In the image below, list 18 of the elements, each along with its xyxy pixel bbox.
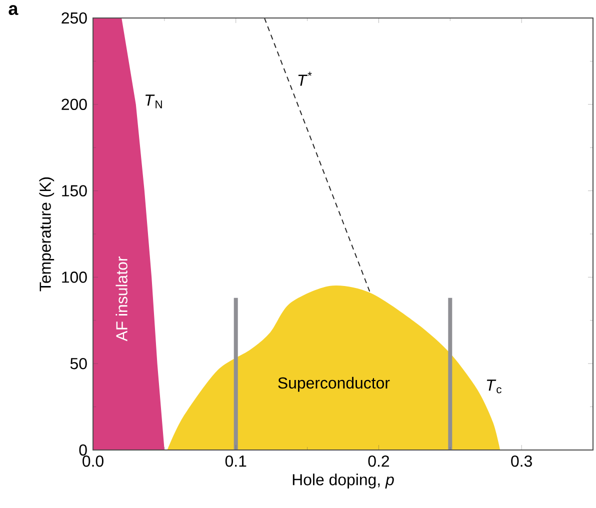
- annotation: AF insulator: [116, 256, 128, 342]
- y-tick-label: 250: [62, 12, 87, 24]
- text: a: [8, 5, 18, 16]
- x-tick-label: 0.3: [511, 456, 532, 467]
- annotation: T$^{*}$: [298, 72, 312, 86]
- y-tick-label: 150: [62, 185, 87, 196]
- y-tick-label: 0: [79, 444, 87, 456]
- annotation: T$_{N}$: [146, 94, 162, 108]
- x-axis-title: Hole doping, p: [292, 474, 394, 488]
- x-tick-label: 0.2: [368, 456, 389, 467]
- y-tick-label: 100: [62, 272, 87, 283]
- x-tick-label: 0.0: [82, 456, 104, 467]
- y-tick-label: 50: [70, 358, 87, 370]
- annotation: Superconductor: [278, 376, 390, 392]
- x-tick-label: 0.1: [225, 456, 246, 467]
- y-axis-title: Temperature (K): [39, 177, 54, 292]
- annotation: T$_{c}$: [486, 380, 502, 394]
- y-tick-label: 200: [62, 98, 87, 110]
